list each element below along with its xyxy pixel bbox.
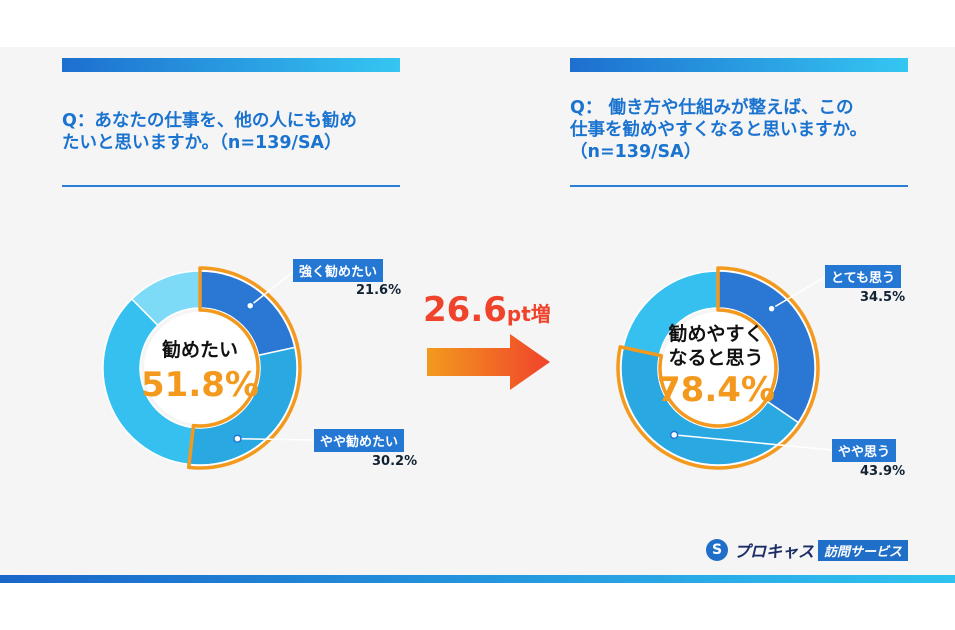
- brand-name: プロキャス: [734, 542, 815, 561]
- right-leader-very: [771, 276, 826, 310]
- right-center-label-line: 勧めやすく: [668, 323, 764, 345]
- left-leader-somewhat-dot: [233, 434, 242, 443]
- bottom-gradient-bar: [0, 575, 955, 583]
- left-question-line: Q：あなたの仕事を、他の人にも勧め: [62, 111, 357, 131]
- left-callout-somewhat-label: やや勧めたい: [314, 429, 405, 452]
- right-question: Q： 働き方や仕組みが整えば、この 仕事を勧めやすくなると思いますか。 （n=1…: [570, 97, 930, 163]
- right-divider: [570, 185, 908, 187]
- right-header-strip: [570, 58, 908, 72]
- left-center-value: 51.8%: [141, 365, 259, 405]
- left-callout-strong-label: 強く勧めたい: [293, 259, 384, 282]
- left-divider: [62, 185, 400, 187]
- right-question-line: 仕事を勧めやすくなると思いますか。: [570, 120, 868, 140]
- brand-mark-icon: S: [706, 539, 728, 561]
- left-callout-somewhat-value: 30.2%: [372, 454, 418, 469]
- left-donut-highlight-outline: [186, 266, 302, 470]
- right-center-label: 勧めやすく なると思う: [656, 322, 776, 370]
- left-question: Q：あなたの仕事を、他の人にも勧め たいと思いますか。（n=139/SA）: [62, 110, 407, 154]
- right-callout-somewhat-value: 43.9%: [860, 464, 906, 479]
- right-leader-somewhat: [674, 434, 833, 451]
- left-donut-slice: [102, 297, 195, 466]
- right-callout-very-value: 34.5%: [860, 290, 906, 305]
- right-leader-somewhat-dot: [669, 430, 679, 440]
- right-question-line: Q： 働き方や仕組みが整えば、この: [570, 98, 854, 118]
- left-header-strip: [62, 58, 400, 72]
- right-callout-very-label: とても思う: [825, 265, 901, 288]
- brand-badge: 訪問サービス: [818, 539, 909, 561]
- left-donut-center-disc: [144, 312, 256, 424]
- right-center-label-line: なると思う: [668, 347, 764, 369]
- left-leader-somewhat: [237, 437, 315, 441]
- left-callout-strong-value: 21.6%: [356, 283, 402, 298]
- right-donut-slice: [620, 346, 800, 466]
- right-donut-slice: [717, 270, 816, 424]
- right-donut-highlight-outline: [616, 266, 820, 470]
- left-center-label-line: 勧めたい: [161, 339, 238, 361]
- right-callout-somewhat-label: やや思う: [832, 439, 897, 462]
- increase-suffix: pt増: [506, 302, 551, 326]
- right-question-line: （n=139/SA）: [570, 142, 702, 162]
- brand-logo: S プロキャス 訪問サービス: [706, 538, 909, 562]
- increase-label: 26.6pt増: [423, 290, 551, 330]
- left-question-line: たいと思いますか。（n=139/SA）: [62, 133, 342, 153]
- right-donut-center-disc: [662, 312, 774, 424]
- left-leader-strong-dot: [245, 301, 255, 310]
- right-leader-very-dot: [767, 304, 776, 313]
- left-leader-strong: [249, 271, 294, 307]
- increase-arrow-icon: [427, 334, 550, 390]
- increase-number: 26.6: [423, 290, 507, 330]
- right-center-value: 78.4%: [657, 370, 775, 410]
- left-center-label: 勧めたい: [140, 338, 260, 362]
